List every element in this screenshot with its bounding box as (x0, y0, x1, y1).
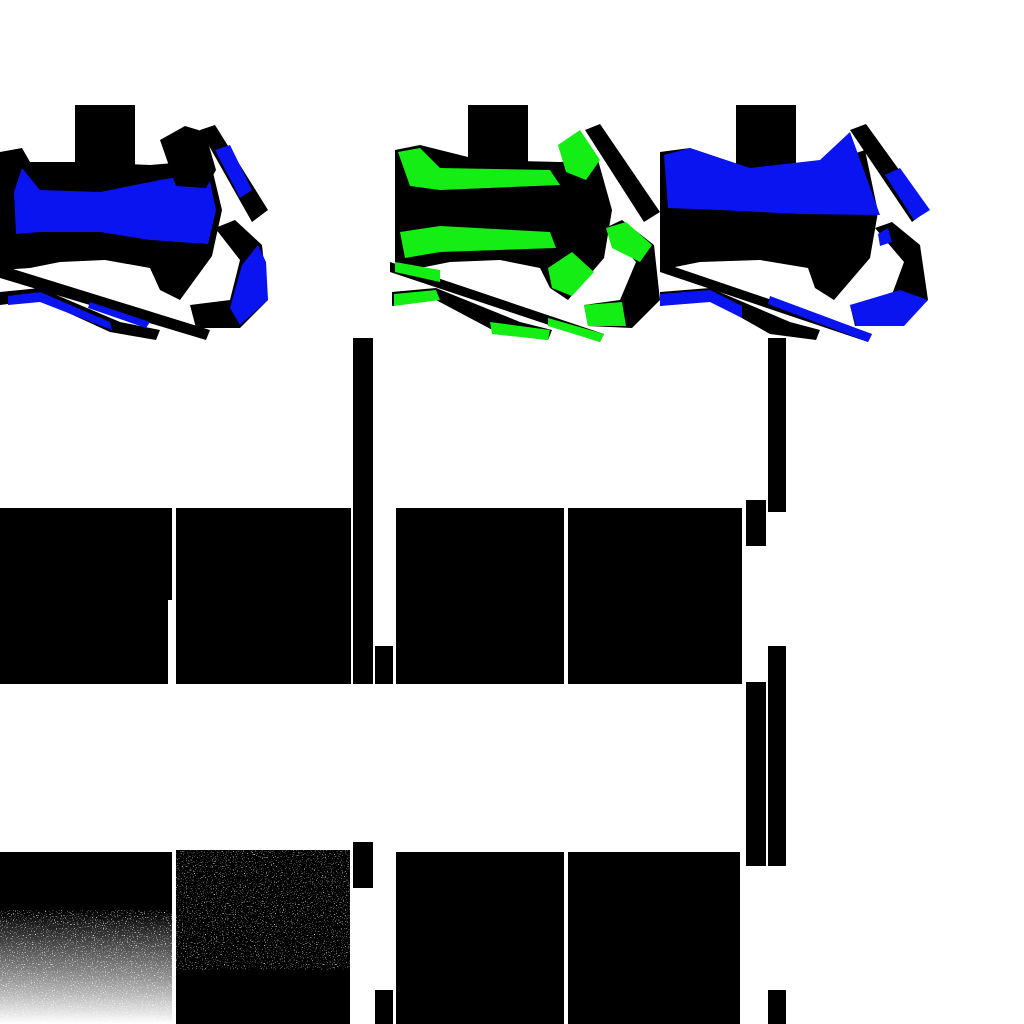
uv-island-right (660, 105, 930, 342)
uv-green-band-top (398, 148, 560, 190)
texture-strips (353, 646, 786, 1024)
noise-tile-high (176, 850, 350, 1024)
uv-green-band-bottom (400, 226, 556, 258)
uv-island-middle (390, 105, 660, 342)
uv-blue-torso-right (664, 132, 880, 215)
noise-tile-low (0, 852, 172, 1024)
texture-blocks-middle-row (0, 338, 786, 684)
uv-island-left (0, 105, 268, 340)
uv-blue-torso (14, 168, 216, 244)
